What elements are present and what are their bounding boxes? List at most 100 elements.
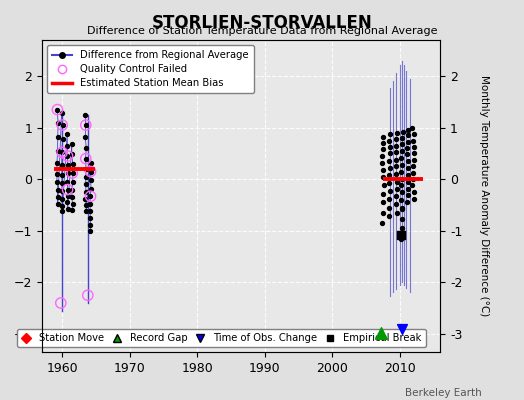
Point	[58, 122, 67, 128]
Point	[386, 150, 394, 157]
Point	[378, 153, 387, 159]
Point	[386, 187, 395, 194]
Point	[58, 172, 66, 178]
Point	[398, 128, 407, 135]
Point	[397, 182, 406, 189]
Point	[385, 180, 393, 186]
Point	[53, 106, 62, 113]
Point	[409, 137, 417, 144]
Point	[397, 232, 405, 238]
Point	[379, 210, 388, 216]
Point	[397, 197, 406, 203]
Point	[385, 137, 393, 144]
Point	[58, 136, 67, 142]
Point	[58, 149, 67, 156]
Point	[53, 160, 61, 166]
Point	[81, 174, 90, 180]
Point	[82, 156, 90, 162]
Point	[86, 215, 94, 221]
Point	[86, 228, 94, 234]
Point	[58, 187, 67, 194]
Point	[404, 139, 412, 145]
Point	[87, 168, 95, 175]
Point	[86, 193, 95, 200]
Point	[58, 203, 66, 209]
Point	[63, 199, 71, 206]
Point	[385, 158, 393, 164]
Point	[68, 151, 76, 158]
Point	[64, 170, 72, 176]
Point	[58, 149, 66, 156]
Point	[404, 192, 412, 198]
Point	[87, 185, 95, 192]
Point	[403, 185, 412, 192]
Point	[403, 158, 412, 164]
Point	[398, 206, 406, 212]
Point	[86, 177, 95, 184]
Point	[63, 142, 72, 149]
Point	[408, 163, 417, 170]
Point	[397, 235, 406, 242]
Point	[53, 134, 62, 140]
Point	[86, 193, 94, 200]
Point	[86, 208, 94, 214]
Point	[392, 142, 400, 149]
Point	[53, 106, 61, 113]
Point	[408, 182, 417, 189]
Point	[86, 168, 95, 175]
Point	[409, 189, 418, 195]
Point	[410, 150, 418, 157]
Point	[69, 170, 77, 176]
Point	[52, 179, 61, 185]
Point	[68, 170, 77, 176]
Point	[391, 163, 400, 170]
Point	[82, 181, 90, 188]
Point	[68, 207, 77, 213]
Point	[398, 162, 406, 168]
Point	[68, 141, 76, 147]
Point	[393, 130, 401, 136]
Point	[59, 122, 67, 128]
Point	[377, 330, 386, 336]
Point	[410, 156, 418, 163]
Point	[397, 135, 406, 141]
Point	[379, 134, 388, 140]
Point	[81, 112, 90, 118]
Point	[82, 122, 90, 128]
Point	[63, 179, 71, 185]
Point	[385, 213, 394, 220]
Point	[63, 186, 72, 193]
Point	[392, 192, 400, 199]
Point	[58, 208, 67, 214]
Point	[84, 292, 92, 298]
Point	[63, 193, 72, 200]
Y-axis label: Monthly Temperature Anomaly Difference (°C): Monthly Temperature Anomaly Difference (…	[479, 75, 489, 317]
Point	[392, 171, 400, 177]
Point	[379, 190, 387, 197]
Point	[82, 166, 90, 172]
Point	[379, 182, 388, 189]
Point	[58, 162, 66, 168]
Point	[57, 300, 65, 306]
Text: Difference of Station Temperature Data from Regional Average: Difference of Station Temperature Data f…	[87, 26, 437, 36]
Point	[378, 199, 387, 206]
Point	[409, 170, 418, 176]
Point	[53, 194, 62, 200]
Point	[403, 199, 411, 206]
Point	[386, 144, 395, 150]
Point	[385, 204, 393, 211]
Point	[397, 225, 406, 232]
Point	[58, 110, 66, 116]
Point	[403, 165, 412, 171]
Point	[379, 140, 387, 146]
Point	[392, 185, 401, 192]
Point	[63, 153, 72, 159]
Point	[68, 194, 76, 200]
Point	[63, 206, 72, 212]
Point	[402, 151, 411, 158]
Point	[69, 179, 77, 185]
Point	[86, 201, 94, 207]
Point	[403, 179, 412, 185]
Point	[397, 168, 406, 175]
Point	[391, 201, 400, 207]
